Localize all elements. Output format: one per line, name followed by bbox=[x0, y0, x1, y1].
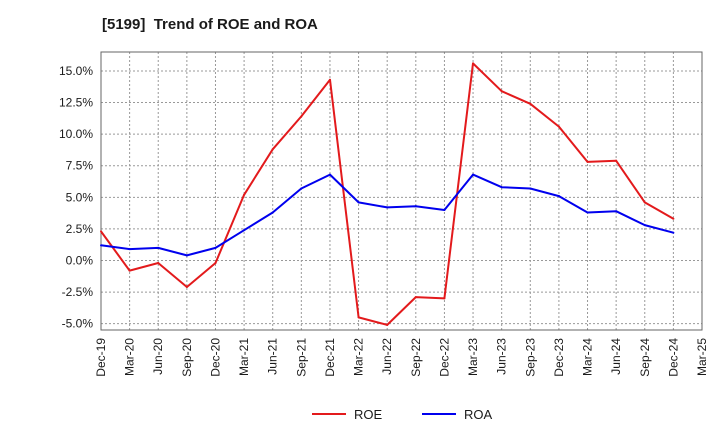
x-tick-label: Sep-21 bbox=[294, 338, 308, 377]
x-tick-label: Mar-20 bbox=[123, 338, 137, 376]
y-tick-label: 15.0% bbox=[59, 64, 93, 78]
data-point-roe bbox=[386, 323, 389, 326]
data-point-roe bbox=[557, 125, 560, 128]
x-tick-label: Mar-22 bbox=[352, 338, 366, 376]
data-point-roa bbox=[615, 210, 618, 213]
data-point-roa bbox=[128, 248, 131, 251]
data-point-roa bbox=[529, 187, 532, 190]
data-point-roa bbox=[414, 205, 417, 208]
data-point-roa bbox=[586, 211, 589, 214]
data-point-roa bbox=[357, 201, 360, 204]
x-tick-label: Dec-20 bbox=[208, 338, 222, 377]
data-point-roa bbox=[643, 224, 646, 227]
x-tick-label: Mar-23 bbox=[466, 338, 480, 376]
y-tick-label: 7.5% bbox=[66, 159, 94, 173]
y-tick-label: 10.0% bbox=[59, 127, 93, 141]
data-point-roa bbox=[214, 246, 217, 249]
y-tick-label: 2.5% bbox=[66, 222, 94, 236]
legend-label-roe: ROE bbox=[354, 407, 383, 422]
data-point-roe bbox=[128, 269, 131, 272]
x-tick-label: Mar-21 bbox=[237, 338, 251, 376]
x-tick-label: Dec-21 bbox=[323, 338, 337, 377]
x-tick-label: Sep-20 bbox=[180, 338, 194, 377]
y-tick-label: 12.5% bbox=[59, 96, 93, 110]
x-tick-label: Sep-22 bbox=[409, 338, 423, 377]
data-point-roa bbox=[472, 173, 475, 176]
data-point-roa bbox=[386, 206, 389, 209]
data-point-roa bbox=[443, 208, 446, 211]
data-point-roe bbox=[328, 78, 331, 81]
plot-area bbox=[101, 52, 702, 330]
data-point-roa bbox=[185, 254, 188, 257]
x-tick-label: Sep-23 bbox=[523, 338, 537, 377]
data-point-roe bbox=[414, 296, 417, 299]
data-point-roa bbox=[271, 211, 274, 214]
plot-frame bbox=[100, 51, 703, 331]
y-tick-label: 0.0% bbox=[66, 254, 94, 268]
x-tick-label: Dec-22 bbox=[437, 338, 451, 377]
data-point-roa bbox=[500, 186, 503, 189]
data-point-roe bbox=[615, 159, 618, 162]
data-point-roe bbox=[472, 62, 475, 65]
x-tick-label: Dec-23 bbox=[552, 338, 566, 377]
data-point-roe bbox=[100, 230, 102, 233]
chart-title-text: Trend of ROE and ROA bbox=[153, 16, 318, 33]
data-point-roe bbox=[443, 297, 446, 300]
data-point-roa bbox=[100, 244, 102, 247]
y-tick-label: -2.5% bbox=[62, 285, 94, 299]
x-tick-label: Dec-24 bbox=[666, 338, 680, 377]
x-tick-label: Mar-24 bbox=[581, 338, 595, 376]
data-point-roa bbox=[557, 195, 560, 198]
data-point-roe bbox=[357, 316, 360, 319]
chart-title-code: [5199] bbox=[102, 16, 146, 33]
data-point-roe bbox=[672, 217, 675, 220]
x-tick-label: Sep-24 bbox=[638, 338, 652, 377]
data-point-roe bbox=[586, 160, 589, 163]
data-point-roa bbox=[300, 187, 303, 190]
y-tick-label: -5.0% bbox=[62, 317, 94, 331]
x-tick-label: Jun-21 bbox=[266, 338, 280, 375]
data-point-roe bbox=[185, 286, 188, 289]
y-tick-label: 5.0% bbox=[66, 190, 94, 204]
x-tick-label: Jun-24 bbox=[609, 338, 623, 375]
data-point-roa bbox=[672, 231, 675, 234]
data-point-roe bbox=[271, 148, 274, 151]
x-tick-label: Jun-22 bbox=[380, 338, 394, 375]
x-tick-label: Dec-19 bbox=[94, 338, 108, 377]
data-point-roe bbox=[643, 201, 646, 204]
data-point-roe bbox=[214, 262, 217, 265]
data-point-roe bbox=[529, 102, 532, 105]
data-point-roe bbox=[500, 90, 503, 93]
x-tick-label: Jun-23 bbox=[495, 338, 509, 375]
data-point-roa bbox=[157, 246, 160, 249]
x-tick-label: Mar-25 bbox=[695, 338, 709, 376]
data-point-roe bbox=[300, 115, 303, 118]
data-point-roa bbox=[328, 173, 331, 176]
data-point-roa bbox=[243, 229, 246, 232]
x-tick-label: Jun-20 bbox=[151, 338, 165, 375]
data-point-roe bbox=[157, 262, 160, 265]
data-point-roe bbox=[243, 193, 246, 196]
legend-label-roa: ROA bbox=[464, 407, 493, 422]
chart-title: [5199] Trend of ROE and ROA bbox=[102, 16, 318, 33]
